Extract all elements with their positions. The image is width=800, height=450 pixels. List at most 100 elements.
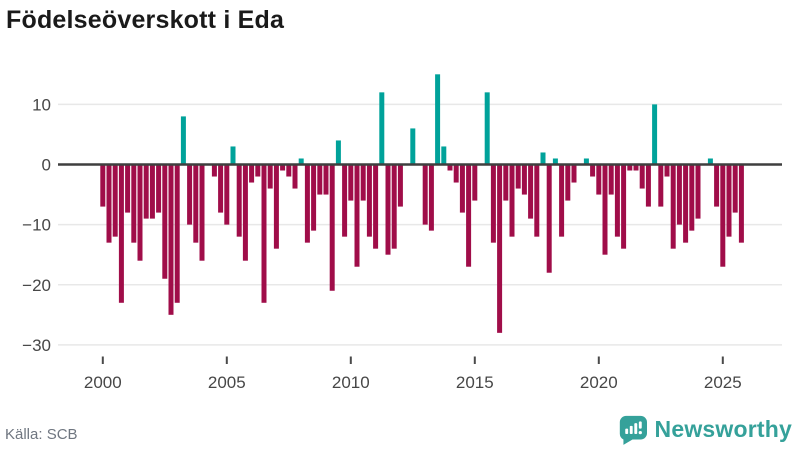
y-tick-label: −20 (22, 276, 51, 295)
y-tick-label: 10 (32, 95, 51, 114)
bar-2005-Q1 (224, 164, 230, 225)
bar-2021-Q1 (621, 164, 627, 249)
bar-2004-Q4 (218, 164, 224, 213)
bar-2022-Q4 (664, 164, 670, 177)
bar-2007-Q1 (273, 164, 279, 249)
bar-2010-Q2 (354, 164, 360, 267)
x-tick-label: 2015 (456, 373, 494, 392)
x-tick-label: 2000 (84, 373, 122, 392)
bar-2011-Q3 (385, 164, 391, 255)
bar-2023-Q2 (676, 164, 682, 225)
bar-2023-Q4 (689, 164, 695, 231)
newsworthy-logo[interactable]: Newsworthy (618, 414, 792, 445)
bar-2021-Q3 (633, 164, 639, 171)
bar-2009-Q4 (342, 164, 348, 237)
bar-2002-Q2 (156, 164, 162, 213)
bar-2025-Q2 (726, 164, 732, 237)
bar-2015-Q3 (484, 92, 490, 165)
bar-2018-Q3 (559, 164, 565, 237)
bar-2000-Q2 (106, 164, 112, 243)
source-label: Källa: SCB (5, 426, 78, 443)
bar-2019-Q4 (590, 164, 596, 177)
bar-2022-Q1 (645, 164, 651, 207)
bar-2004-Q3 (211, 164, 217, 177)
bar-2025-Q4 (738, 164, 744, 243)
y-tick-label: 0 (42, 156, 51, 175)
bar-2014-Q3 (459, 164, 465, 213)
bar-2025-Q1 (720, 164, 726, 267)
bar-2020-Q1 (596, 164, 602, 195)
bar-2021-Q4 (639, 164, 645, 189)
bar-2007-Q3 (286, 164, 292, 177)
bar-2006-Q1 (249, 164, 255, 183)
bar-2008-Q4 (317, 164, 323, 195)
bar-2009-Q1 (323, 164, 329, 195)
bar-2005-Q2 (230, 146, 236, 165)
bar-2012-Q1 (397, 164, 403, 207)
bar-2012-Q3 (410, 128, 416, 165)
bar-2001-Q1 (125, 164, 131, 213)
x-tick-label: 2010 (332, 373, 370, 392)
bar-2011-Q2 (379, 92, 385, 165)
bar-2023-Q3 (683, 164, 689, 243)
y-tick-label: −10 (22, 216, 51, 235)
bar-2013-Q4 (441, 146, 447, 165)
bar-2018-Q4 (565, 164, 571, 201)
bar-2016-Q1 (497, 164, 503, 333)
bar-2008-Q2 (304, 164, 310, 243)
bar-2023-Q1 (670, 164, 676, 249)
bar-2014-Q4 (466, 164, 472, 267)
bar-2016-Q3 (509, 164, 515, 237)
bar-2003-Q2 (180, 116, 186, 165)
bar-2025-Q3 (732, 164, 738, 213)
bar-2016-Q2 (503, 164, 509, 201)
bar-2010-Q3 (360, 164, 366, 201)
bar-2015-Q1 (472, 164, 478, 201)
bar-2008-Q1 (298, 158, 304, 165)
bar-2000-Q4 (118, 164, 124, 303)
bar-2018-Q2 (552, 158, 558, 165)
bar-2022-Q3 (658, 164, 664, 207)
bar-2019-Q3 (583, 158, 589, 165)
bar-2003-Q4 (193, 164, 199, 243)
bar-2017-Q3 (534, 164, 540, 237)
x-tick-label: 2025 (704, 373, 742, 392)
bar-2013-Q2 (428, 164, 434, 231)
bar-2019-Q1 (571, 164, 577, 183)
bar-2006-Q2 (255, 164, 261, 177)
bar-2024-Q1 (695, 164, 701, 219)
bar-2021-Q2 (627, 164, 633, 171)
bar-2000-Q3 (112, 164, 118, 237)
x-tick-label: 2005 (208, 373, 246, 392)
bar-2009-Q3 (335, 140, 341, 165)
bar-2002-Q4 (168, 164, 174, 315)
bar-2011-Q1 (373, 164, 379, 249)
bar-2001-Q2 (131, 164, 137, 243)
bar-2001-Q4 (143, 164, 149, 219)
bar-2020-Q3 (608, 164, 614, 195)
bar-2005-Q4 (242, 164, 248, 261)
bar-2020-Q4 (614, 164, 620, 237)
bar-2020-Q2 (602, 164, 608, 255)
bar-2013-Q1 (422, 164, 428, 225)
bar-2004-Q1 (199, 164, 205, 261)
bar-2014-Q1 (447, 164, 453, 171)
bar-2015-Q4 (490, 164, 496, 243)
bar-2024-Q4 (714, 164, 720, 207)
bar-2014-Q2 (453, 164, 459, 183)
bar-2018-Q1 (546, 164, 552, 273)
bar-2003-Q1 (174, 164, 180, 303)
bar-2022-Q2 (652, 104, 658, 165)
bar-2002-Q3 (162, 164, 168, 279)
bar-2003-Q3 (187, 164, 193, 225)
bar-2010-Q1 (348, 164, 354, 201)
newsworthy-wordmark: Newsworthy (654, 416, 792, 442)
bar-2010-Q4 (366, 164, 372, 237)
bar-2001-Q3 (137, 164, 143, 261)
bar-2008-Q3 (311, 164, 317, 231)
bar-2017-Q4 (540, 152, 546, 165)
bar-2007-Q4 (292, 164, 298, 189)
bar-2000-Q1 (100, 164, 106, 207)
